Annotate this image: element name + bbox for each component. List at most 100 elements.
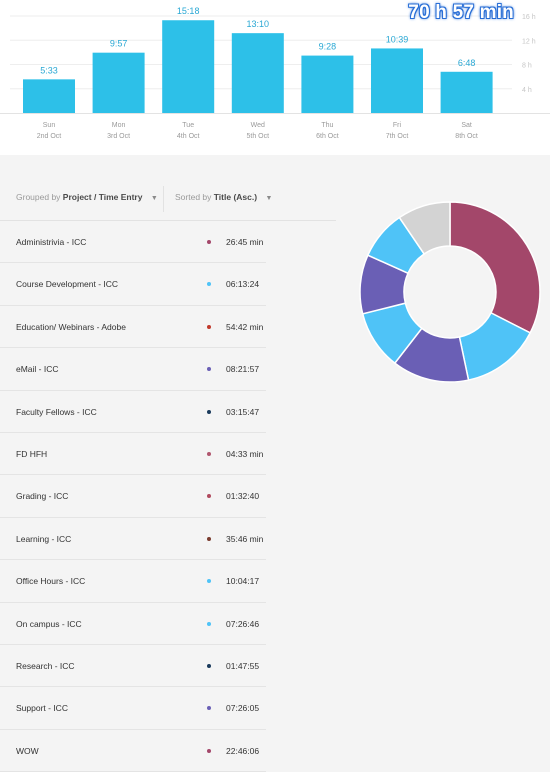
- bar: [162, 20, 215, 113]
- entry-name: Office Hours - ICC: [16, 576, 86, 587]
- color-dot: [207, 536, 211, 541]
- entry-name: Grading - ICC: [16, 491, 69, 502]
- entry-duration: 10:04:17: [226, 576, 260, 587]
- controls-divider: [163, 186, 164, 212]
- list-item[interactable]: Course Development - ICC 06:13:24: [0, 263, 266, 306]
- entry-duration: 07:26:05: [226, 703, 260, 714]
- group-by-value: Project / Time Entry: [62, 192, 143, 202]
- list-controls: Grouped by Project / Time Entry ▼ Sorted…: [0, 180, 336, 221]
- list-item[interactable]: Research - ICC 01:47:55: [0, 645, 266, 688]
- color-dot: [207, 706, 211, 711]
- x-tick-date: 2nd Oct: [37, 133, 62, 140]
- entry-name: WOW: [16, 745, 39, 756]
- color-dot: [207, 748, 211, 753]
- entry-name: Course Development - ICC: [16, 279, 119, 290]
- list-item[interactable]: Grading - ICC 01:32:40: [0, 475, 266, 518]
- bar: [371, 48, 423, 114]
- entry-name: Education/ Webinars - Adobe: [16, 321, 126, 332]
- entry-name: eMail - ICC: [16, 364, 59, 375]
- entry-name: FD HFH: [16, 448, 48, 459]
- x-tick-date: 3rd Oct: [107, 133, 130, 140]
- bar: [301, 55, 354, 113]
- entry-duration: 03:15:47: [226, 406, 260, 417]
- entry-duration: 22:46:06: [226, 745, 260, 756]
- color-dot: [207, 494, 211, 499]
- color-dot: [207, 367, 211, 372]
- bar-value-label: 5:33: [40, 65, 58, 75]
- x-tick-date: 6th Oct: [316, 133, 339, 140]
- list-item[interactable]: Office Hours - ICC 10:04:17: [0, 560, 266, 603]
- list-item[interactable]: Support - ICC 07:26:05: [0, 687, 266, 730]
- total-time-label: 70 h 57 min: [408, 2, 514, 23]
- bar: [23, 79, 75, 113]
- x-tick-day: Sun: [43, 122, 56, 129]
- list-item[interactable]: FD HFH 04:33 min: [0, 433, 266, 476]
- color-dot: [207, 409, 211, 414]
- bar-value-label: 10:39: [386, 34, 409, 44]
- bar-chart-svg: 16 h 12 h 8 h 4 h 5:33 Sun 2nd Oct 9:57 Mon 3rd O…: [0, 6, 550, 140]
- list-item[interactable]: WOW 22:46:06: [0, 730, 266, 772]
- y-tick-label: 4 h: [522, 87, 532, 94]
- entry-duration: 06:13:24: [226, 279, 260, 290]
- bar: [92, 52, 145, 113]
- entry-duration: 26:45 min: [226, 237, 264, 247]
- x-tick-date: 8th Oct: [455, 133, 478, 140]
- entry-duration: 07:26:46: [226, 618, 260, 629]
- list-item[interactable]: Faculty Fellows - ICC 03:15:47: [0, 391, 266, 433]
- x-tick-day: Mon: [112, 122, 126, 129]
- list-item[interactable]: Administrivia - ICC 26:45 min: [0, 221, 266, 264]
- x-tick-date: 7th Oct: [386, 133, 409, 140]
- color-dot: [207, 663, 211, 668]
- y-tick-label: 16 h: [522, 14, 536, 21]
- list-item[interactable]: Learning - ICC 35:46 min: [0, 518, 266, 561]
- x-tick-day: Sat: [461, 122, 472, 129]
- bar-value-label: 15:18: [177, 6, 200, 16]
- x-tick-day: Wed: [251, 122, 265, 129]
- color-dot: [207, 451, 211, 456]
- entry-duration: 54:42 min: [226, 321, 264, 332]
- entry-duration: 35:46 min: [226, 533, 264, 544]
- entry-name: Research - ICC: [16, 660, 75, 671]
- chevron-down-icon: ▼: [150, 195, 158, 202]
- list-item[interactable]: eMail - ICC 08:21:57: [0, 348, 266, 391]
- donut-segment[interactable]: [398, 201, 451, 255]
- group-by-prefix: Grouped by: [16, 192, 61, 202]
- entry-duration: 04:33 min: [226, 448, 264, 459]
- sort-by-value: Title (Asc.): [213, 192, 258, 202]
- chevron-down-icon: ▼: [265, 195, 273, 202]
- x-tick-day: Tue: [182, 122, 194, 129]
- color-dot: [207, 240, 211, 244]
- entry-duration: 01:47:55: [226, 660, 260, 671]
- entry-name: Support - ICC: [16, 703, 68, 714]
- bar-value-label: 9:57: [110, 39, 128, 49]
- x-tick-date: 5th Oct: [247, 133, 270, 140]
- project-donut-chart: [359, 201, 541, 383]
- project-entry-list: Administrivia - ICC 26:45 min Course Devel…: [0, 221, 266, 772]
- x-tick-day: Fri: [393, 122, 402, 129]
- color-dot: [207, 282, 211, 287]
- entry-duration: 01:32:40: [226, 491, 260, 502]
- group-by-dropdown[interactable]: Grouped by Project / Time Entry ▼: [16, 192, 158, 202]
- bar-value-label: 9:28: [319, 42, 337, 52]
- y-tick-label: 8 h: [522, 63, 532, 70]
- bar-value-label: 13:10: [247, 19, 270, 29]
- entry-name: Faculty Fellows - ICC: [16, 406, 97, 417]
- donut-segment[interactable]: [449, 201, 541, 334]
- entry-duration: 08:21:57: [226, 364, 260, 375]
- bar-value-label: 6:48: [458, 58, 476, 68]
- color-dot: [207, 621, 211, 626]
- y-tick-label: 12 h: [522, 38, 536, 45]
- bar: [231, 33, 284, 113]
- x-tick-day: Thu: [321, 122, 333, 129]
- entry-name: Administrivia - ICC: [16, 237, 87, 247]
- entry-name: On campus - ICC: [16, 618, 82, 629]
- list-item[interactable]: On campus - ICC 07:26:46: [0, 603, 266, 645]
- bar: [440, 71, 493, 113]
- color-dot: [207, 579, 211, 584]
- entry-name: Learning - ICC: [16, 533, 72, 544]
- x-tick-date: 4th Oct: [177, 133, 200, 140]
- sort-by-dropdown[interactable]: Sorted by Title (Asc.) ▼: [175, 192, 272, 202]
- list-item[interactable]: Education/ Webinars - Adobe 54:42 min: [0, 306, 266, 349]
- weekly-bar-chart: 16 h 12 h 8 h 4 h 5:33 Sun 2nd Oct 9:57 Mon 3rd O…: [0, 0, 550, 155]
- color-dot: [207, 324, 211, 329]
